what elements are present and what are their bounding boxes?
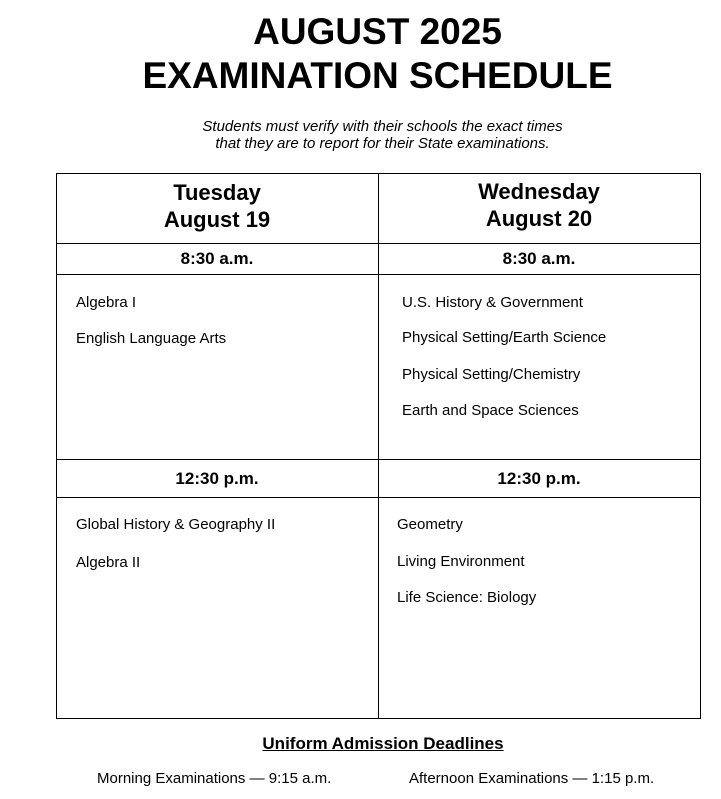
- exam-item: Global History & Geography II: [76, 516, 276, 533]
- title-line-1: AUGUST 2025: [253, 11, 502, 52]
- subtitle-line-2: that they are to report for their State …: [215, 135, 550, 152]
- exam-item: Living Environment: [397, 553, 525, 570]
- morning-time: 8:30 a.m.: [502, 249, 576, 268]
- exam-item: Algebra I: [76, 294, 137, 311]
- exam-item: Physical Setting/Chemistry: [402, 366, 581, 383]
- afternoon-time: 12:30 p.m.: [175, 469, 259, 488]
- afternoon-time: 12:30 p.m.: [497, 469, 581, 488]
- day-date: August 19: [163, 207, 271, 232]
- day-weekday: Wednesday: [478, 179, 600, 204]
- deadlines-heading: Uniform Admission Deadlines: [262, 734, 504, 753]
- exam-item: English Language Arts: [76, 330, 227, 347]
- subtitle-line-1: Students must verify with their schools …: [202, 118, 563, 135]
- exam-item: Algebra II: [76, 554, 141, 571]
- exam-item: Life Science: Biology: [397, 589, 537, 606]
- exam-item: Geometry: [397, 516, 463, 533]
- exam-item: U.S. History & Government: [402, 294, 583, 311]
- exam-item: Earth and Space Sciences: [402, 402, 579, 419]
- title-line-2: EXAMINATION SCHEDULE: [142, 55, 613, 96]
- morning-deadline: Morning Examinations — 9:15 a.m.: [97, 770, 332, 787]
- day-date: August 20: [485, 206, 593, 231]
- afternoon-deadline: Afternoon Examinations — 1:15 p.m.: [409, 770, 655, 787]
- exam-item: Physical Setting/Earth Science: [402, 329, 607, 346]
- morning-time: 8:30 a.m.: [180, 249, 254, 268]
- day-weekday: Tuesday: [173, 180, 261, 205]
